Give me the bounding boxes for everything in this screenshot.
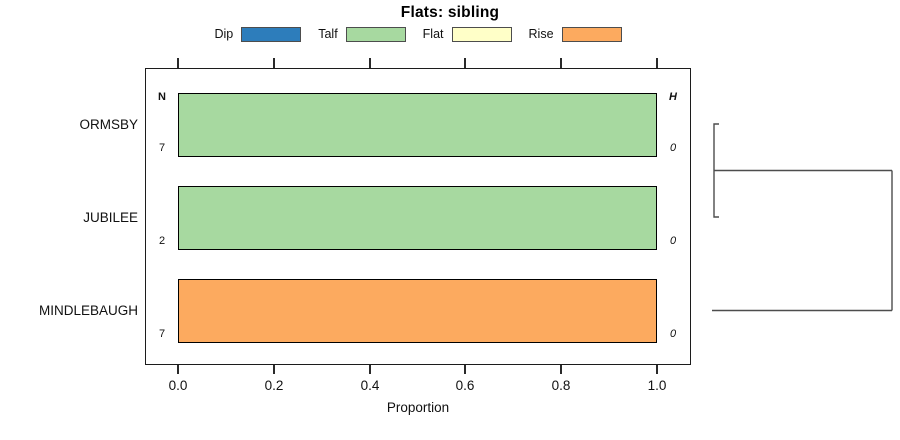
legend-swatch-talf <box>345 26 406 42</box>
axis-tick <box>560 58 562 68</box>
legend-item-dip: Dip <box>214 26 302 42</box>
legend-swatch-flat <box>451 26 512 42</box>
x-tick-label: 1.0 <box>647 378 667 393</box>
row-label-mindlebaugh: MINDLEBAUGH <box>38 303 138 318</box>
bar-jubilee <box>178 186 657 250</box>
chart-title: Flats: sibling <box>400 4 500 21</box>
x-tick-label: 0.4 <box>360 378 380 393</box>
legend-label-rise: Rise <box>528 27 554 41</box>
axis-tick <box>177 365 179 374</box>
x-axis-title: Proportion <box>386 400 450 415</box>
legend-item-flat: Flat <box>422 26 512 42</box>
h-value-mindlebaugh: 0 <box>669 328 677 340</box>
x-tick-label: 0.8 <box>551 378 571 393</box>
legend-label-flat: Flat <box>422 27 444 41</box>
legend-label-talf: Talf <box>318 27 338 41</box>
axis-tick <box>560 365 562 374</box>
n-column-header: N <box>158 91 166 103</box>
row-label-ormsby: ORMSBY <box>79 117 138 132</box>
x-tick-label: 0.6 <box>455 378 475 393</box>
legend-item-rise: Rise <box>528 26 622 42</box>
x-tick-label: 0.2 <box>264 378 284 393</box>
dendrogram-cluster-bracket <box>713 123 719 218</box>
x-tick-label: 0.0 <box>168 378 188 393</box>
axis-tick <box>656 365 658 374</box>
legend-swatch-dip <box>241 26 302 42</box>
bar-ormsby <box>178 93 657 157</box>
axis-tick <box>369 365 371 374</box>
axis-tick <box>369 58 371 68</box>
axis-tick <box>656 58 658 68</box>
legend-label-dip: Dip <box>214 27 234 41</box>
h-value-jubilee: 0 <box>669 235 677 247</box>
legend-swatch-rise <box>561 26 622 42</box>
axis-tick <box>177 58 179 68</box>
legend-item-talf: Talf <box>318 26 406 42</box>
axis-tick <box>273 58 275 68</box>
legend: Dip Talf Flat Rise <box>145 25 691 43</box>
axis-tick <box>273 365 275 374</box>
n-value-ormsby: 7 <box>158 142 166 154</box>
axis-tick <box>464 58 466 68</box>
h-column-header: H <box>669 91 677 103</box>
n-value-mindlebaugh: 7 <box>158 328 166 340</box>
bar-mindlebaugh <box>178 279 657 343</box>
h-value-ormsby: 0 <box>669 142 677 154</box>
n-value-jubilee: 2 <box>158 235 166 247</box>
row-label-jubilee: JUBILEE <box>83 210 138 225</box>
axis-tick <box>464 365 466 374</box>
